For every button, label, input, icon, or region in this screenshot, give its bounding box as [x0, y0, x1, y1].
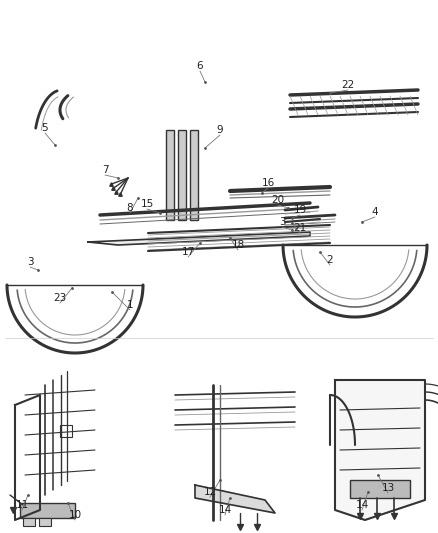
Text: 22: 22 — [341, 80, 355, 90]
Text: 23: 23 — [53, 293, 67, 303]
Text: 17: 17 — [181, 247, 194, 257]
Text: 8: 8 — [127, 203, 133, 213]
Text: 9: 9 — [217, 125, 223, 135]
Text: 14: 14 — [355, 500, 369, 510]
Text: 3: 3 — [27, 257, 33, 267]
Text: 14: 14 — [219, 505, 232, 515]
Bar — [166, 130, 174, 220]
Bar — [190, 130, 198, 220]
Bar — [178, 130, 186, 220]
Text: 7: 7 — [102, 165, 108, 175]
Text: 13: 13 — [381, 483, 395, 493]
Polygon shape — [88, 232, 310, 245]
Text: 6: 6 — [197, 61, 203, 71]
Text: 4: 4 — [372, 207, 378, 217]
Bar — [20, 503, 75, 518]
Text: 5: 5 — [42, 123, 48, 133]
Text: 16: 16 — [261, 178, 275, 188]
Text: 15: 15 — [140, 199, 154, 209]
Bar — [350, 480, 410, 498]
Text: 18: 18 — [231, 240, 245, 250]
Text: 2: 2 — [327, 255, 333, 265]
Text: 10: 10 — [68, 510, 81, 520]
Text: 3: 3 — [279, 217, 285, 227]
Bar — [60, 425, 72, 437]
Text: 1: 1 — [127, 300, 133, 310]
Polygon shape — [335, 380, 425, 520]
Text: 19: 19 — [293, 205, 307, 215]
Polygon shape — [195, 485, 275, 513]
Bar — [23, 518, 35, 526]
Text: 12: 12 — [203, 487, 217, 497]
Text: 20: 20 — [272, 195, 285, 205]
Text: 21: 21 — [293, 223, 307, 233]
Bar — [39, 518, 51, 526]
Text: 11: 11 — [15, 500, 28, 510]
